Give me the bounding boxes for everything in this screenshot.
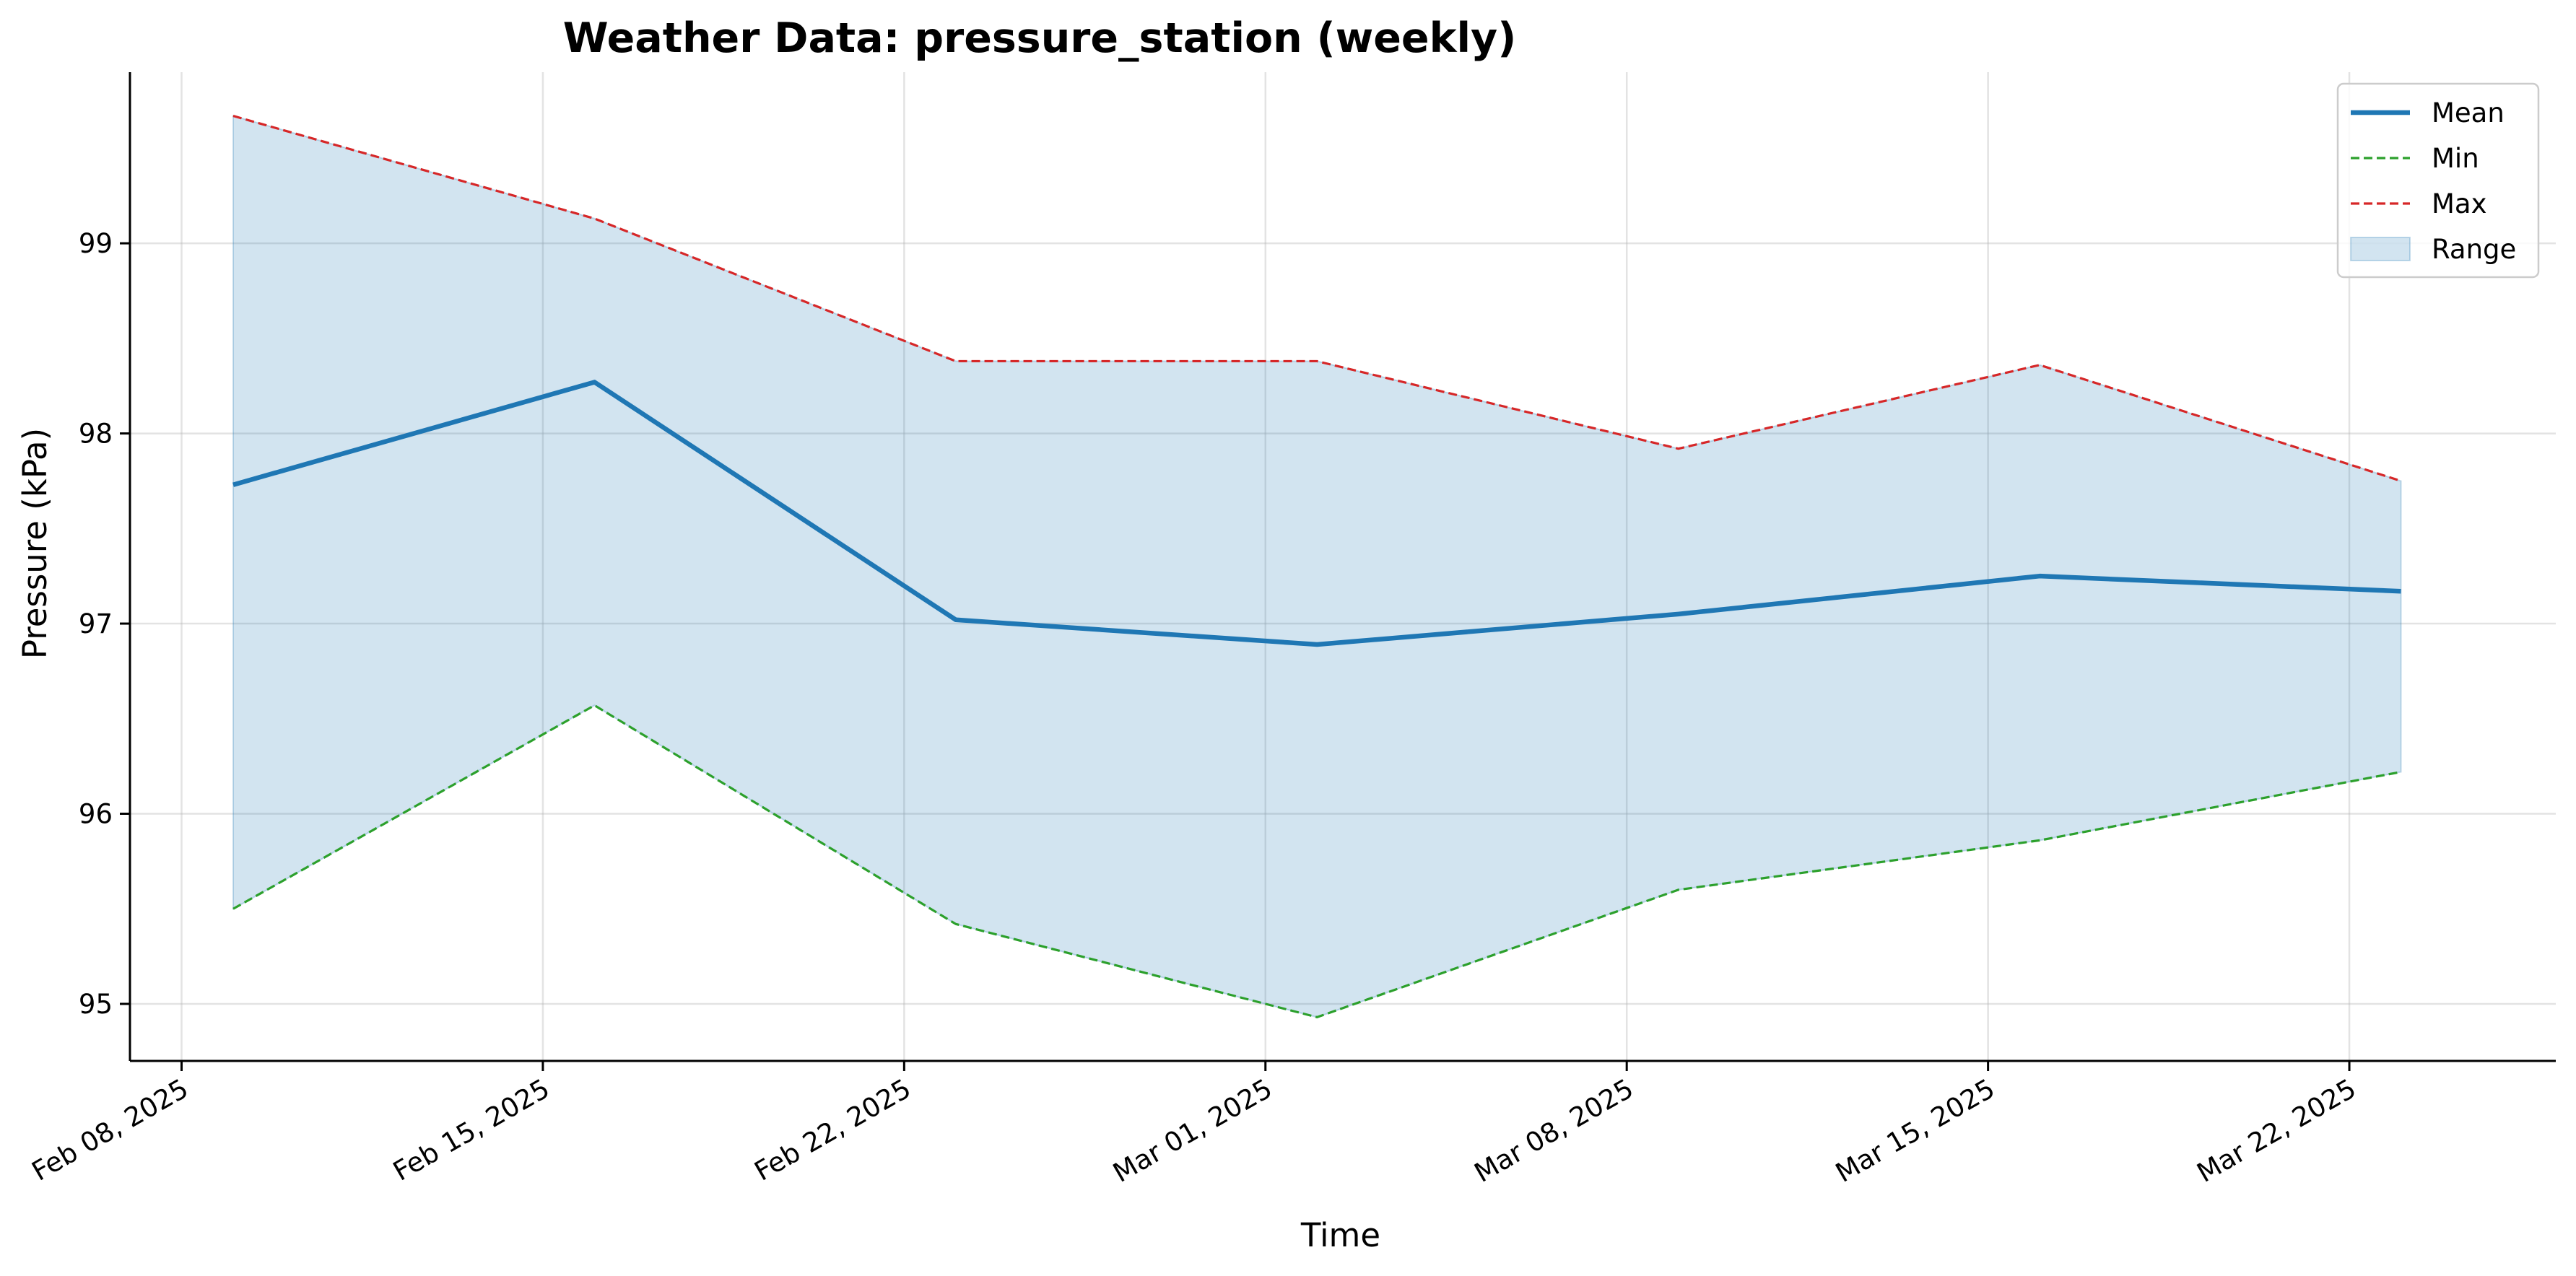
y-axis-label: Pressure (kPa) <box>16 428 54 659</box>
y-tick-label: 96 <box>79 799 113 830</box>
legend-label: Range <box>2432 234 2516 265</box>
series-lines <box>232 115 2402 1019</box>
y-tick-label: 97 <box>79 608 113 639</box>
x-tick-label: Feb 08, 2025 <box>27 1073 193 1187</box>
y-tick-label: 99 <box>79 228 113 259</box>
series-line-max <box>232 115 2402 482</box>
x-tick-label: Feb 15, 2025 <box>388 1073 554 1187</box>
legend-item-min: Min <box>2351 143 2479 174</box>
legend: Mean Min Max Range <box>2336 82 2540 279</box>
x-tick-label: Mar 08, 2025 <box>1469 1073 1639 1189</box>
grid <box>130 72 2556 1061</box>
series-line-mean <box>232 380 2401 647</box>
x-ticks: Feb 08, 2025 Feb 15, 2025 Feb 22, 2025 Mar … <box>27 1061 2362 1189</box>
x-axis-label: Time <box>1300 1216 1380 1254</box>
x-tick-label: Mar 01, 2025 <box>1108 1073 1277 1189</box>
y-tick-label: 98 <box>79 419 113 450</box>
legend-item-range: Range <box>2350 234 2516 265</box>
legend-box <box>2336 82 2540 279</box>
x-tick-label: Mar 15, 2025 <box>1830 1073 2000 1189</box>
y-tick-label: 95 <box>79 989 113 1020</box>
x-tick-label: Mar 22, 2025 <box>2192 1073 2362 1189</box>
legend-label: Mean <box>2432 97 2505 128</box>
legend-item-mean: Mean <box>2351 97 2505 128</box>
legend-swatch-range <box>2350 237 2411 261</box>
legend-item-max: Max <box>2351 188 2487 219</box>
chart-title: Weather Data: pressure_station (weekly) <box>563 14 1517 62</box>
legend-label: Max <box>2432 188 2487 219</box>
y-ticks: 95 96 97 98 99 <box>79 228 130 1020</box>
range-area <box>232 115 2402 1018</box>
legend-label: Min <box>2432 143 2479 174</box>
range-band <box>232 115 2402 1018</box>
axes <box>129 72 2556 1062</box>
x-tick-label: Feb 22, 2025 <box>749 1073 916 1187</box>
series-line-min <box>232 704 2401 1019</box>
